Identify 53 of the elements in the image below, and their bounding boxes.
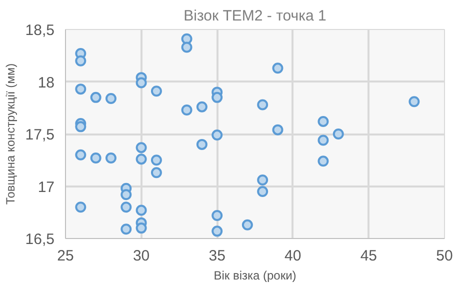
point (318, 116, 329, 127)
point (136, 204, 147, 216)
point (120, 189, 132, 200)
point (120, 202, 132, 213)
point (75, 121, 86, 132)
point (318, 134, 329, 146)
point (150, 86, 162, 97)
y-tick-label: 18,5 (25, 22, 55, 39)
x-tick-label: 50 (436, 248, 453, 264)
point (90, 92, 102, 103)
point (318, 156, 329, 167)
point (242, 219, 253, 230)
point (136, 77, 147, 88)
point (212, 210, 223, 221)
y-tick-label: 17 (38, 178, 55, 196)
point (272, 62, 284, 74)
y-axis-title: Товщина конструкції (мм) (3, 63, 18, 205)
point (196, 138, 208, 150)
x-axis-title: Вік візка (роки) (214, 268, 296, 282)
point (120, 224, 132, 235)
point (75, 84, 86, 95)
x-tick-label: 30 (132, 248, 150, 264)
point (408, 96, 420, 108)
x-tick-label: 40 (284, 248, 302, 264)
point (75, 202, 86, 213)
x-tick-label: 35 (208, 248, 226, 264)
point (257, 174, 268, 186)
point (257, 186, 268, 197)
point (212, 92, 223, 103)
y-tick-label: 18 (38, 74, 55, 92)
x-tick-label: 45 (360, 248, 378, 264)
point (105, 152, 116, 164)
x-tick-label: 25 (57, 248, 74, 264)
point (257, 99, 268, 110)
y-tick-label: 17,5 (25, 126, 55, 144)
point (181, 104, 192, 116)
point (136, 142, 147, 154)
point (196, 101, 208, 112)
point (332, 128, 344, 140)
point (105, 92, 116, 104)
chart-title: Візок ТЕМ2 - точка 1 (184, 8, 326, 24)
point (75, 149, 86, 160)
point (272, 124, 284, 136)
point (212, 130, 223, 141)
point (150, 154, 162, 166)
point (136, 222, 147, 234)
point (136, 154, 147, 165)
point (75, 55, 86, 66)
point (212, 226, 223, 237)
point (90, 152, 102, 164)
y-tick-label: 16,5 (25, 231, 55, 248)
point (181, 42, 192, 53)
point (150, 167, 162, 178)
